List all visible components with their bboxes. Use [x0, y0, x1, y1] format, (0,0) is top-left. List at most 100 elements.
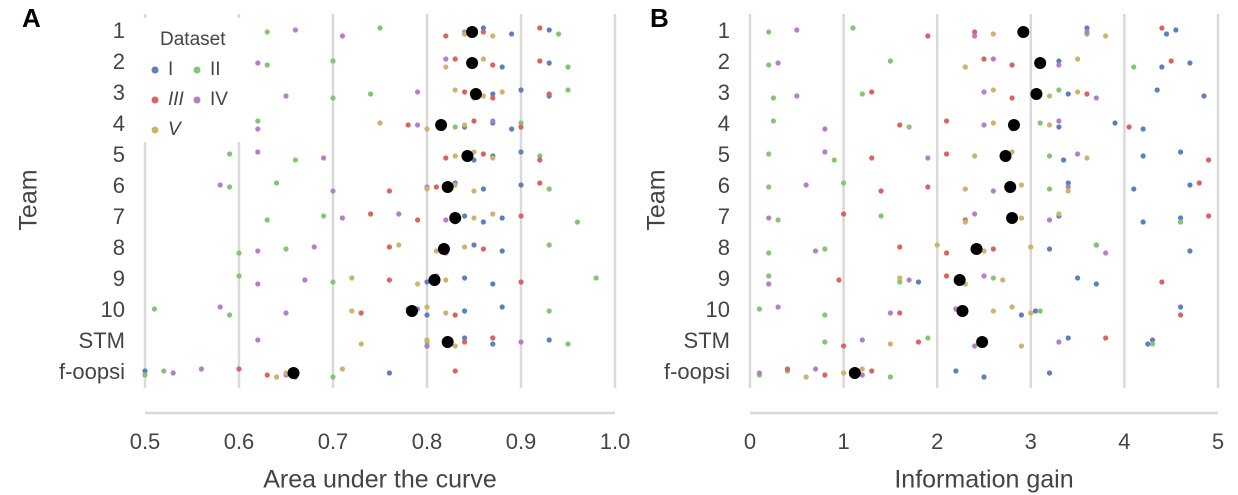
data-point	[1018, 215, 1025, 221]
data-point	[990, 308, 996, 314]
data-point	[462, 31, 468, 37]
data-point	[565, 87, 571, 93]
data-point	[850, 25, 856, 31]
data-point	[330, 374, 336, 380]
data-point	[1177, 312, 1184, 318]
y-tick-label: 3	[718, 80, 730, 105]
data-point	[462, 339, 468, 345]
data-point	[1168, 58, 1174, 64]
data-point	[321, 213, 327, 219]
data-point	[349, 275, 355, 281]
data-point	[831, 157, 837, 163]
mean-point	[970, 243, 983, 255]
y-tick-label: 7	[718, 204, 730, 229]
data-point	[822, 126, 828, 132]
data-point	[415, 89, 421, 95]
mean-point	[1006, 212, 1019, 224]
data-point	[925, 184, 931, 190]
data-point	[161, 368, 167, 374]
mean-point	[1007, 119, 1020, 131]
data-point	[1187, 60, 1193, 66]
data-point	[1159, 25, 1165, 31]
data-point	[1065, 335, 1071, 341]
data-point	[339, 215, 345, 221]
data-point	[1140, 126, 1146, 132]
data-point	[490, 335, 496, 341]
data-point	[283, 246, 289, 252]
data-point	[471, 118, 477, 124]
data-point	[1154, 87, 1160, 93]
data-point	[499, 64, 505, 70]
data-point	[264, 217, 270, 223]
data-point	[1065, 188, 1071, 194]
data-point	[1206, 213, 1212, 219]
data-point	[499, 248, 505, 254]
y-axis-label: Team	[15, 169, 43, 230]
data-point	[546, 27, 552, 33]
data-point	[518, 120, 524, 126]
data-point	[1159, 64, 1165, 70]
y-tick-label: STM	[79, 328, 125, 353]
data-point	[1075, 151, 1081, 157]
data-point	[227, 312, 233, 318]
data-point	[424, 186, 430, 192]
legend-label: III	[168, 89, 185, 110]
data-point	[962, 64, 968, 70]
data-point	[887, 310, 894, 316]
data-point	[480, 151, 486, 157]
data-point	[255, 149, 261, 155]
data-point	[443, 155, 449, 161]
data-point	[1140, 219, 1146, 225]
y-tick-label: 6	[718, 173, 730, 198]
data-point	[415, 217, 421, 223]
data-point	[490, 341, 496, 347]
data-point	[962, 219, 968, 225]
x-tick-label: 5	[1212, 429, 1224, 454]
mean-point	[287, 367, 300, 379]
data-point	[236, 366, 242, 372]
data-point	[255, 118, 261, 124]
data-point	[1075, 275, 1081, 281]
data-point	[424, 126, 430, 132]
legend-label: IV	[210, 89, 228, 110]
data-point	[518, 87, 524, 93]
data-point	[887, 374, 894, 380]
data-point	[255, 248, 261, 254]
data-point	[981, 374, 987, 380]
data-point	[1103, 335, 1109, 341]
data-point	[972, 343, 978, 349]
data-point	[859, 337, 865, 343]
data-point	[869, 155, 875, 161]
data-point	[1112, 120, 1118, 126]
data-point	[1028, 244, 1034, 250]
data-point	[546, 186, 552, 192]
data-point	[292, 27, 298, 33]
data-point	[1046, 370, 1053, 376]
data-point	[330, 58, 336, 64]
data-point	[981, 56, 987, 62]
data-point	[869, 368, 875, 374]
data-point	[368, 211, 374, 217]
data-point	[1159, 279, 1165, 285]
data-point	[906, 277, 912, 283]
data-point	[1046, 246, 1053, 252]
data-point	[462, 213, 468, 219]
data-point	[358, 310, 364, 316]
data-point	[1032, 308, 1039, 314]
data-point	[452, 153, 458, 159]
x-tick-label: 0.9	[506, 429, 537, 454]
data-point	[803, 182, 809, 188]
data-point	[480, 29, 486, 35]
data-point	[480, 56, 486, 62]
data-point	[1065, 180, 1071, 186]
data-point	[822, 339, 828, 345]
mean-point	[428, 274, 441, 286]
data-point	[1009, 95, 1015, 101]
data-point	[756, 370, 762, 376]
data-point	[443, 56, 449, 62]
data-point	[443, 310, 449, 316]
data-point	[142, 368, 148, 374]
x-tick-label: 3	[1025, 429, 1037, 454]
data-point	[443, 277, 449, 283]
data-point	[766, 250, 772, 256]
